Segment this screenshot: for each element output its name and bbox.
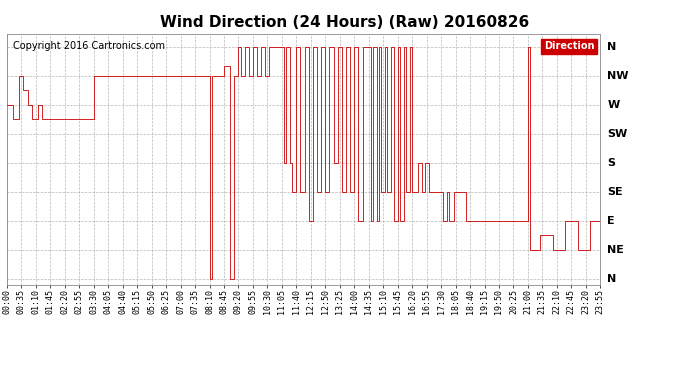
Text: NE: NE	[607, 244, 624, 255]
Text: SE: SE	[607, 187, 623, 196]
Text: S: S	[607, 158, 615, 168]
Text: SW: SW	[607, 129, 627, 139]
Text: N: N	[607, 273, 616, 284]
Text: NW: NW	[607, 70, 629, 81]
Text: N: N	[607, 42, 616, 52]
Text: W: W	[607, 100, 620, 109]
Text: Wind Direction (24 Hours) (Raw) 20160826: Wind Direction (24 Hours) (Raw) 20160826	[160, 15, 530, 30]
Text: E: E	[607, 216, 615, 226]
Text: Direction: Direction	[544, 41, 594, 51]
Text: Copyright 2016 Cartronics.com: Copyright 2016 Cartronics.com	[13, 41, 165, 51]
